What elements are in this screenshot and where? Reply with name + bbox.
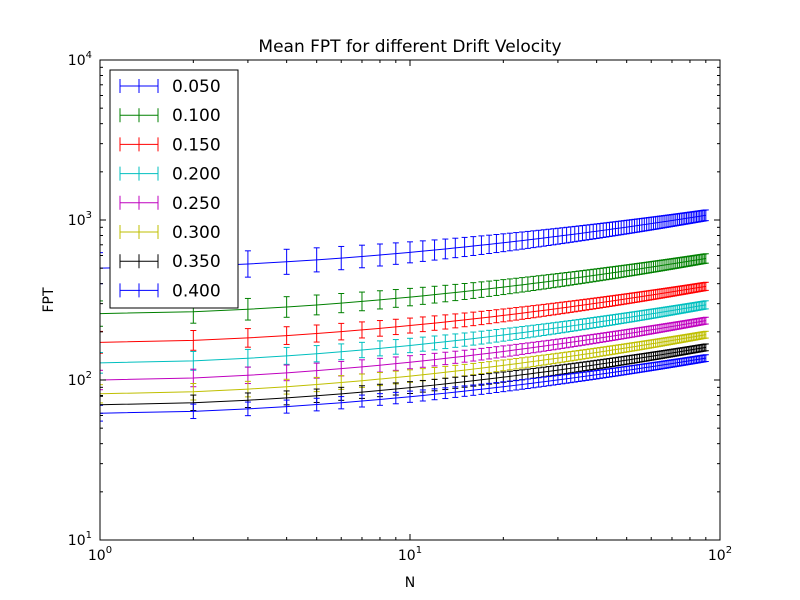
series-line: [100, 320, 706, 381]
chart-title: Mean FPT for different Drift Velocity: [258, 37, 561, 57]
tick-label: 101: [68, 530, 92, 549]
series-line: [100, 334, 706, 395]
series-line: [100, 285, 706, 343]
series-line: [100, 257, 706, 315]
legend-label: 0.400: [172, 281, 221, 301]
series-line: [100, 304, 706, 364]
legend-label: 0.300: [172, 223, 221, 243]
legend-item-0.250: 0.250: [119, 194, 221, 214]
series-line: [100, 214, 706, 269]
series-0.150: [100, 281, 709, 354]
series-0.400: [100, 354, 709, 422]
tick-label: 102: [68, 370, 92, 389]
tick-label: 104: [68, 50, 92, 69]
legend-item-0.100: 0.100: [119, 106, 221, 126]
legend-item-0.350: 0.350: [119, 252, 221, 272]
legend-item-0.200: 0.200: [119, 165, 221, 185]
series-line: [100, 346, 706, 406]
series-0.100: [100, 253, 709, 327]
legend-box: [109, 69, 239, 309]
series-0.200: [100, 300, 709, 374]
tick-label: 102: [708, 545, 732, 564]
x-axis-label: N: [405, 575, 415, 591]
legend-label: 0.100: [172, 106, 221, 126]
y-axis-label: FPT: [41, 287, 57, 312]
legend-label: 0.250: [172, 194, 221, 214]
plot-layer: [100, 209, 709, 422]
legend-item-0.150: 0.150: [119, 135, 221, 155]
legend-label: 0.350: [172, 252, 221, 272]
legend-label: 0.050: [172, 77, 221, 97]
tick-label: 100: [88, 545, 112, 564]
legend: 0.050 0.100 0.150 0.200 0.250 0.300 0.350 0.400: [109, 69, 239, 309]
series-0.050: [100, 209, 709, 285]
legend-item-0.400: 0.400: [119, 281, 221, 301]
legend-label: 0.150: [172, 135, 221, 155]
series-0.300: [100, 330, 709, 404]
legend-item-0.050: 0.050: [119, 77, 221, 97]
tick-label: 103: [68, 210, 92, 229]
legend-label: 0.200: [172, 165, 221, 185]
series-0.250: [100, 316, 709, 391]
tick-label: 101: [398, 545, 422, 564]
series-line: [100, 357, 706, 414]
legend-item-0.300: 0.300: [119, 223, 221, 243]
